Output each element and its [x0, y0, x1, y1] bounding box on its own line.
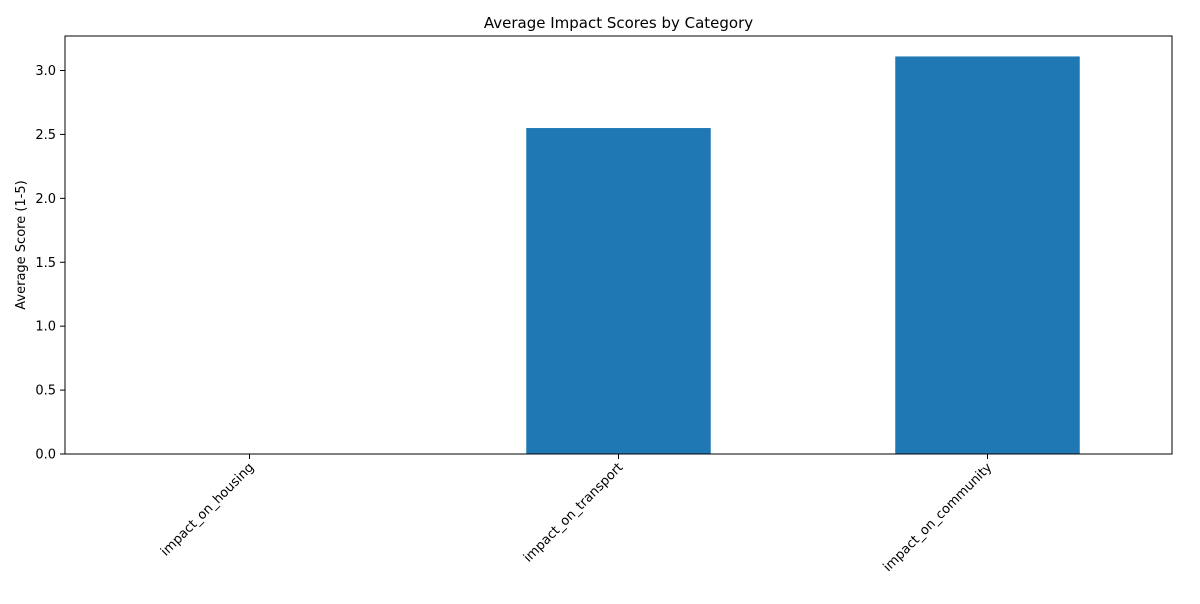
x-tick-label: impact_on_housing — [158, 460, 257, 559]
bars-layer — [526, 56, 1080, 455]
y-axis: 0.0 0.5 1.0 1.5 2.0 2.5 3.0 — [35, 64, 65, 463]
y-tick-label: 1.0 — [35, 320, 56, 335]
y-axis-label: Average Score (1-5) — [14, 180, 29, 309]
y-tick-label: 0.5 — [35, 384, 56, 399]
x-axis: impact_on_housing impact_on_transport impa… — [158, 454, 996, 575]
y-tick-label: 2.0 — [35, 192, 56, 207]
y-tick-label: 1.5 — [35, 256, 56, 271]
bar-impact_on_transport — [526, 128, 711, 455]
bar-impact_on_community — [895, 56, 1080, 454]
plot-frame — [64, 35, 1173, 455]
x-tick-label: impact_on_transport — [521, 460, 626, 565]
y-tick-label: 3.0 — [35, 64, 56, 79]
chart-title: Average Impact Scores by Category — [484, 14, 753, 32]
y-tick-label: 2.5 — [35, 128, 56, 143]
x-tick-label: impact_on_community — [881, 460, 996, 575]
y-tick-label: 0.0 — [35, 448, 56, 463]
